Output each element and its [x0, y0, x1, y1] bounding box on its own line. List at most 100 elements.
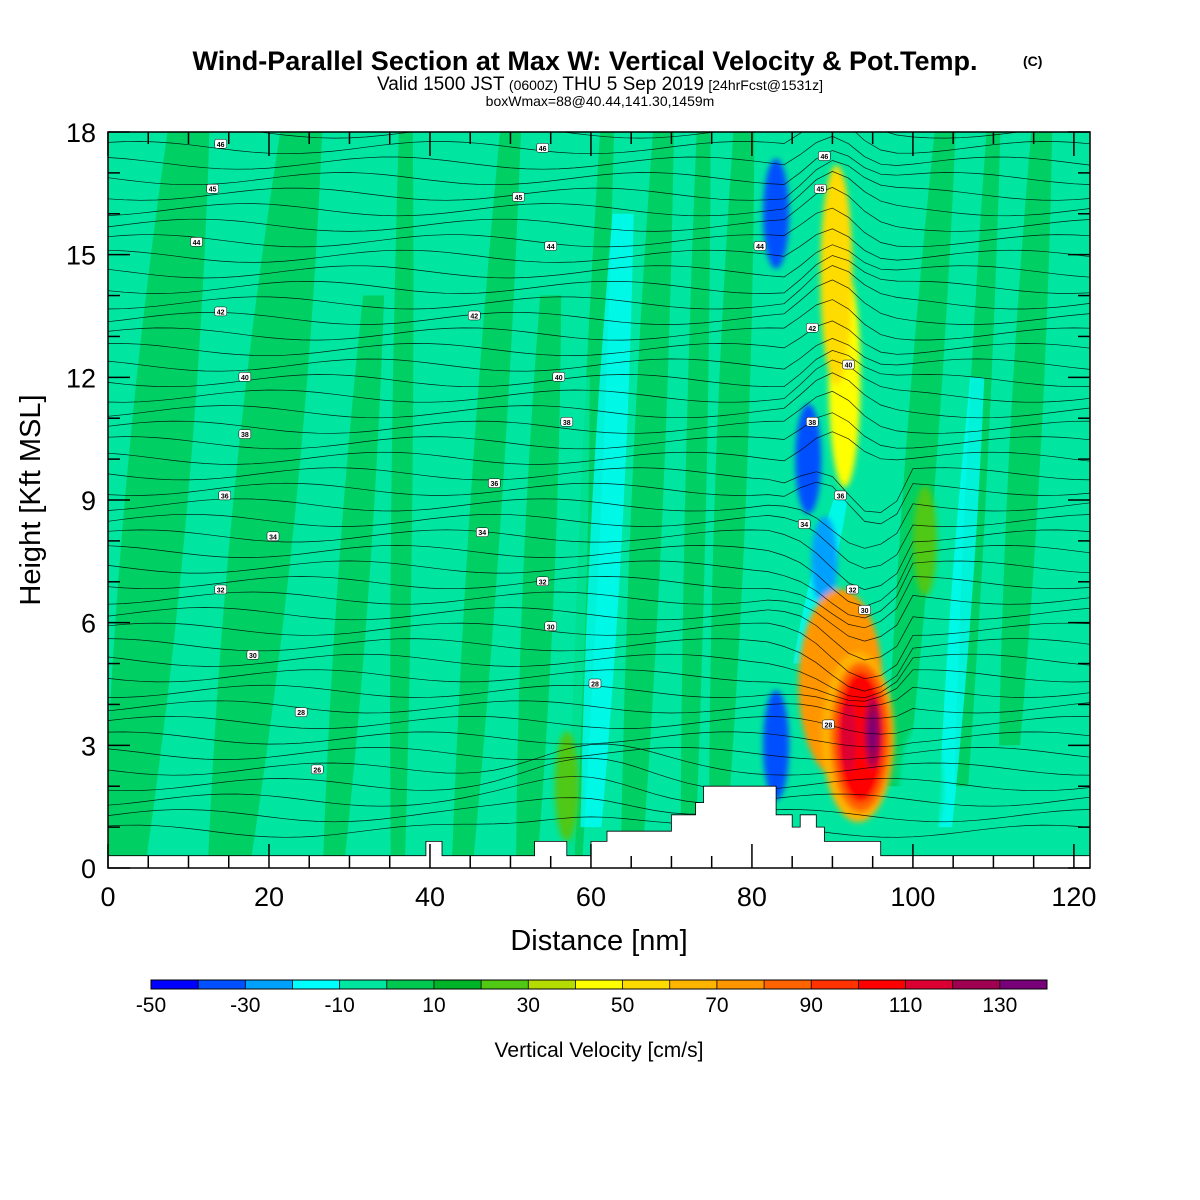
theta-contour-line [108, 743, 1090, 776]
theta-contour-label: 44 [544, 241, 557, 251]
theta-label-box [488, 478, 501, 488]
theta-contour-label: 32 [214, 584, 227, 594]
colorbar-tick-label: 130 [982, 994, 1017, 1017]
theta-contour-label: 38 [238, 429, 252, 439]
theta-contour-label: 30 [544, 621, 557, 631]
theta-contour-label: 36 [218, 490, 231, 500]
theta-label-text: 36 [490, 481, 498, 488]
colorbar-tick-labels: -50 -30 -10 10 30 50 70 90 110 130 [136, 994, 1018, 1017]
colorbar-swatch [528, 980, 576, 989]
valid-time: Valid 1500 JST [377, 74, 505, 95]
theta-contour-label: 45 [814, 183, 827, 194]
theta-label-text: 28 [825, 722, 833, 729]
x-tick-label: 100 [890, 882, 935, 912]
colorbar-swatch [575, 980, 624, 989]
velocity-streak [680, 132, 711, 868]
theta-contour-line [108, 498, 1090, 549]
theta-label-text: 45 [209, 187, 217, 194]
theta-label-box [834, 490, 847, 501]
velocity-streak [620, 132, 674, 868]
theta-contour-label: 38 [806, 417, 819, 427]
theta-label-text: 34 [269, 534, 277, 541]
theta-label-text: 30 [249, 653, 257, 660]
box-wmax-info: boxWmax=88@40.44,141.30,1459m [486, 93, 715, 109]
theta-label-box [842, 359, 855, 370]
theta-contour-label: 45 [206, 183, 219, 194]
theta-contour-line [108, 576, 1090, 629]
theta-contour-line [108, 255, 1090, 294]
velocity-streak [580, 213, 634, 828]
theta-contour-label: 38 [560, 417, 574, 427]
colorbar-swatch [292, 980, 341, 989]
valid-date: THU 5 Sep 2019 [562, 74, 704, 95]
theta-contour-line [108, 513, 1090, 569]
theta-label-text: 32 [217, 587, 225, 594]
velocity-cell [820, 165, 853, 386]
theta-label-box [552, 372, 566, 382]
theta-contours [108, 132, 1090, 838]
theta-contour-label: 36 [488, 478, 501, 488]
theta-contour-label: 42 [467, 310, 481, 321]
colorbar-swatch [764, 980, 812, 989]
theta-label-text: 28 [297, 710, 305, 717]
theta-label-box [806, 417, 819, 427]
theta-contour-label: 34 [266, 531, 280, 541]
colorbar-swatch [716, 980, 765, 989]
theta-contour-line [108, 816, 1090, 838]
theta-contour-label: 42 [214, 306, 227, 317]
colorbar-swatch [339, 980, 388, 989]
theta-label-box [467, 310, 481, 321]
x-axis-label: Distance [nm] [510, 925, 687, 957]
chart-subtitle: Valid 1500 JST (0600Z) THU 5 Sep 2019 [2… [377, 74, 823, 95]
colorbar-tick-label: -10 [324, 994, 354, 1017]
theta-label-text: 40 [845, 363, 853, 370]
theta-contour-line [108, 171, 1090, 217]
theta-label-box [753, 241, 767, 251]
theta-contour-label: 42 [806, 323, 819, 333]
theta-label-text: 38 [808, 420, 816, 427]
theta-contour-label: 28 [822, 719, 835, 729]
velocity-cell [763, 690, 790, 801]
velocity-streak [709, 132, 755, 787]
theta-label-box [190, 237, 203, 247]
theta-label-text: 32 [539, 579, 547, 586]
colorbar-swatch [245, 980, 293, 989]
colorbar-tick-label: -50 [136, 994, 166, 1017]
colorbar-swatch [433, 980, 482, 989]
theta-label-box [294, 707, 308, 717]
velocity-streak [999, 132, 1053, 746]
theta-label-text: 45 [515, 195, 523, 202]
theta-contour-line [108, 653, 1090, 699]
theta-label-box [214, 306, 227, 317]
valid-time-utc: (0600Z) [509, 77, 558, 93]
theta-contour-label: 40 [238, 372, 252, 382]
theta-contour-label: 32 [536, 576, 549, 587]
x-tick-labels: 0 20 40 60 80 100 120 [100, 882, 1096, 912]
colorbar-swatch [811, 980, 859, 989]
velocity-features [554, 158, 943, 847]
updraft-core-ring [840, 702, 857, 773]
theta-label-box [814, 183, 827, 194]
theta-contour-line [108, 715, 1090, 735]
theta-label-text: 34 [800, 522, 808, 529]
theta-contour-line [108, 467, 1090, 513]
theta-label-box [536, 576, 549, 587]
theta-contour-line [108, 638, 1090, 692]
theta-contour-line [108, 132, 1090, 155]
theta-contour-line [108, 299, 1090, 341]
theta-contour-label: 46 [214, 139, 227, 149]
theta-label-text: 38 [563, 420, 571, 427]
theta-contour-line [108, 279, 1090, 325]
theta-contour-line [108, 431, 1090, 465]
chart-title: Wind-Parallel Section at Max W: Vertical… [193, 46, 978, 76]
theta-contour-line [108, 622, 1090, 680]
x-tick-label: 20 [254, 882, 284, 912]
colorbar-swatch [386, 980, 435, 989]
theta-contour-line [108, 412, 1090, 450]
theta-label-text: 28 [591, 682, 599, 689]
theta-contour-line [108, 228, 1090, 263]
x-tick-label: 80 [737, 882, 767, 912]
theta-label-text: 42 [470, 314, 478, 321]
velocity-cell [795, 404, 822, 515]
velocity-cell [763, 158, 790, 269]
